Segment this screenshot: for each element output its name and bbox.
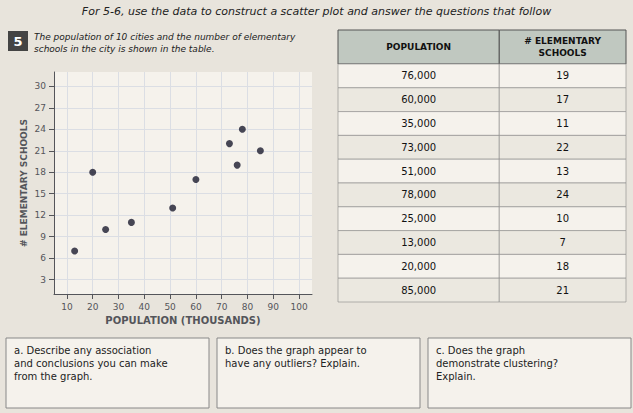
svg-text:20,000: 20,000 <box>401 261 436 272</box>
svg-text:27: 27 <box>35 103 46 113</box>
svg-text:7: 7 <box>559 237 565 248</box>
svg-text:21: 21 <box>35 146 46 156</box>
svg-text:60,000: 60,000 <box>401 94 436 105</box>
svg-text:# ELEMENTARY SCHOOLS: # ELEMENTARY SCHOOLS <box>19 119 29 247</box>
svg-text:80: 80 <box>242 302 254 312</box>
svg-text:The population of 10 cities an: The population of 10 cities and the numb… <box>34 32 296 42</box>
svg-text:76,000: 76,000 <box>401 70 436 81</box>
svg-text:POPULATION: POPULATION <box>386 42 451 52</box>
svg-text:# ELEMENTARY: # ELEMENTARY <box>524 36 601 46</box>
svg-text:17: 17 <box>556 94 569 105</box>
svg-text:35,000: 35,000 <box>401 118 436 129</box>
svg-text:30: 30 <box>35 81 47 91</box>
svg-text:18: 18 <box>556 261 569 272</box>
svg-text:50: 50 <box>164 302 176 312</box>
svg-text:Explain.: Explain. <box>436 371 476 382</box>
svg-text:9: 9 <box>40 232 46 242</box>
svg-text:19: 19 <box>556 70 569 81</box>
svg-text:from the graph.: from the graph. <box>14 371 93 382</box>
svg-text:demonstrate clustering?: demonstrate clustering? <box>436 358 558 369</box>
svg-text:18: 18 <box>35 167 47 177</box>
svg-text:85,000: 85,000 <box>401 285 436 296</box>
svg-text:51,000: 51,000 <box>401 166 436 177</box>
svg-text:c. Does the graph: c. Does the graph <box>436 345 525 356</box>
svg-text:20: 20 <box>87 302 99 312</box>
svg-text:78,000: 78,000 <box>401 189 436 200</box>
svg-text:73,000: 73,000 <box>401 142 436 153</box>
svg-text:have any outliers? Explain.: have any outliers? Explain. <box>225 358 360 369</box>
svg-text:22: 22 <box>556 142 569 153</box>
svg-text:24: 24 <box>35 124 47 134</box>
svg-text:90: 90 <box>268 302 280 312</box>
svg-text:b. Does the graph appear to: b. Does the graph appear to <box>225 345 367 356</box>
svg-text:30: 30 <box>113 302 125 312</box>
svg-text:10: 10 <box>556 213 569 224</box>
svg-text:10: 10 <box>61 302 73 312</box>
svg-text:3: 3 <box>40 275 46 285</box>
svg-text:11: 11 <box>556 118 569 129</box>
svg-text:60: 60 <box>190 302 202 312</box>
svg-text:12: 12 <box>35 210 46 220</box>
svg-text:13,000: 13,000 <box>401 237 436 248</box>
svg-text:13: 13 <box>556 166 569 177</box>
svg-text:15: 15 <box>35 189 46 199</box>
svg-text:70: 70 <box>216 302 228 312</box>
svg-text:a. Describe any association: a. Describe any association <box>14 345 151 356</box>
svg-text:For 5-6, use the data to const: For 5-6, use the data to construct a sca… <box>82 5 551 18</box>
svg-text:6: 6 <box>40 253 46 263</box>
svg-text:SCHOOLS: SCHOOLS <box>539 48 587 58</box>
svg-text:24: 24 <box>556 189 569 200</box>
svg-text:schools in the city is shown i: schools in the city is shown in the tabl… <box>34 44 215 54</box>
svg-text:5: 5 <box>13 34 22 49</box>
svg-text:POPULATION (THOUSANDS): POPULATION (THOUSANDS) <box>105 315 260 326</box>
svg-text:40: 40 <box>139 302 151 312</box>
svg-text:25,000: 25,000 <box>401 213 436 224</box>
svg-text:21: 21 <box>556 285 569 296</box>
svg-text:and conclusions you can make: and conclusions you can make <box>14 358 168 369</box>
svg-text:100: 100 <box>291 302 308 312</box>
